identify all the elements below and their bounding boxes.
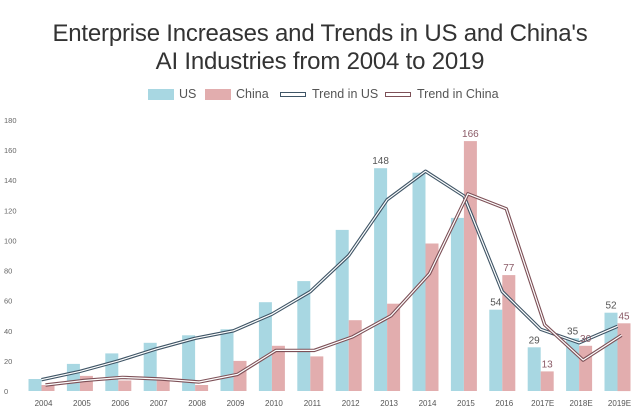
legend-swatch-us — [148, 88, 174, 100]
data-label-china: 13 — [542, 359, 554, 370]
x-tick-label: 2015 — [457, 399, 475, 408]
legend-label-trend-china: Trend in China — [417, 87, 499, 101]
bar-china — [617, 323, 631, 392]
x-tick-label: 2004 — [35, 399, 53, 408]
bar-us — [105, 353, 119, 391]
y-tick-label: 60 — [4, 297, 12, 306]
legend: US China Trend in US Trend in China — [0, 85, 640, 103]
bar-us — [220, 329, 234, 391]
y-tick-label: 100 — [4, 236, 17, 245]
legend-line-trend-china — [385, 91, 411, 97]
bar-china — [310, 356, 324, 391]
x-tick-label: 2019E — [608, 399, 631, 408]
data-label-china: 77 — [503, 263, 515, 274]
data-label-china: 30 — [580, 334, 592, 345]
data-label-china: 45 — [618, 311, 630, 322]
bar-china — [502, 275, 516, 391]
x-tick-label: 2005 — [73, 399, 91, 408]
y-tick-label: 0 — [4, 387, 8, 396]
data-label-us: 52 — [605, 301, 617, 312]
x-tick-label: 2008 — [188, 399, 206, 408]
trend-line-trend-in-us-inner — [41, 170, 618, 381]
bar-us — [527, 347, 541, 391]
legend-item-trend-china: Trend in China — [385, 85, 499, 103]
bar-china — [79, 375, 93, 391]
legend-swatch-china — [205, 88, 231, 100]
legend-item-us: US — [148, 85, 196, 103]
bar-china — [195, 385, 209, 391]
chart-title-line-1: Enterprise Increases and Trends in US an… — [52, 20, 588, 47]
y-tick-label: 40 — [4, 327, 12, 336]
y-tick-label: 160 — [4, 146, 17, 155]
bar-us — [450, 217, 464, 391]
y-tick-label: 20 — [4, 357, 12, 366]
legend-label-us: US — [179, 87, 197, 101]
bar-us — [604, 312, 618, 391]
trend-lines — [41, 169, 623, 387]
bar-china — [156, 379, 170, 391]
x-tick-label: 2013 — [380, 399, 398, 408]
bar-china — [41, 385, 55, 391]
x-tick-label: 2016 — [495, 399, 513, 408]
legend-label-trend-us: Trend in US — [312, 87, 379, 101]
y-tick-label: 80 — [4, 267, 12, 276]
legend-item-china: China — [205, 85, 269, 103]
x-tick-label: 2012 — [342, 399, 360, 408]
bar-china — [540, 371, 554, 391]
x-tick-label: 2014 — [419, 399, 437, 408]
bar-us — [258, 302, 272, 391]
bar-us — [489, 309, 503, 391]
bar-us — [28, 379, 42, 391]
bar-us — [335, 229, 349, 391]
bars — [28, 141, 631, 392]
bar-china — [348, 320, 362, 391]
bar-us — [412, 172, 426, 391]
legend-line-trend-us — [280, 91, 306, 97]
bar-china — [463, 141, 477, 391]
data-label-china: 166 — [462, 129, 479, 140]
bar-us — [374, 168, 388, 391]
y-tick-label: 120 — [4, 206, 17, 215]
data-label-us: 29 — [529, 335, 541, 346]
data-label-us: 35 — [567, 326, 579, 337]
trend-line-trend-in-china-inner — [45, 193, 622, 386]
bar-china — [271, 345, 285, 391]
bar-us — [182, 335, 196, 391]
bar-china — [118, 380, 132, 391]
legend-label-china: China — [236, 87, 269, 101]
bar-china — [425, 243, 439, 391]
bar-china — [579, 345, 593, 391]
data-label-us: 148 — [372, 156, 389, 167]
x-axis: 2004 2005 2006 2007 2008 2009 2010 2011 2012 2013… — [35, 399, 631, 408]
chart-title-line-2: AI Industries from 2004 to 2019 — [155, 48, 485, 75]
bar-us — [66, 363, 80, 391]
x-tick-label: 2006 — [111, 399, 129, 408]
bar-china — [387, 303, 401, 391]
y-tick-label: 140 — [4, 176, 17, 185]
x-tick-label: 2018E — [570, 399, 593, 408]
y-tick-label: 180 — [4, 116, 17, 125]
x-tick-label: 2010 — [265, 399, 283, 408]
bar-china — [233, 360, 247, 391]
y-axis: 0 20 40 60 80 100 120 140 160 180 — [4, 116, 17, 396]
x-tick-label: 2007 — [150, 399, 168, 408]
x-tick-label: 2017E — [531, 399, 554, 408]
legend-item-trend-us: Trend in US — [280, 85, 378, 103]
bar-us — [297, 281, 311, 391]
data-label-us: 54 — [490, 298, 502, 309]
x-tick-label: 2011 — [304, 399, 322, 408]
data-labels: 148 54 29 35 52 166 77 13 30 45 — [372, 129, 630, 370]
x-tick-label: 2009 — [227, 399, 245, 408]
